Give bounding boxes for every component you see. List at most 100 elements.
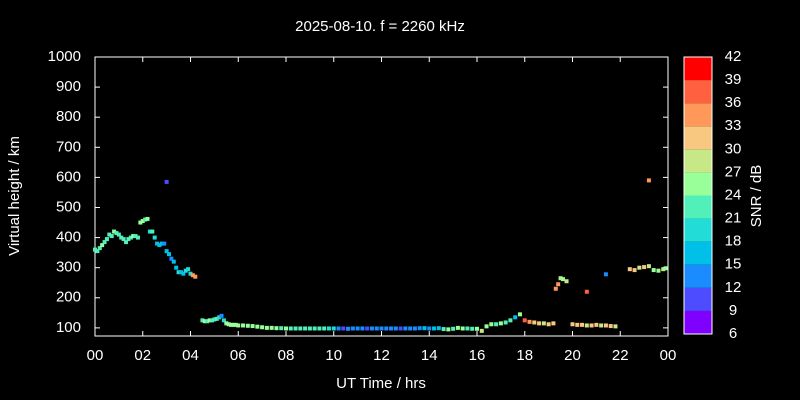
data-point: [484, 324, 489, 329]
data-point: [116, 232, 121, 237]
data-point: [202, 319, 207, 324]
x-tick-label: 04: [182, 347, 199, 364]
data-point: [183, 268, 188, 273]
colorbar-tick-label: 21: [725, 210, 742, 227]
data-point: [389, 326, 394, 331]
data-point: [140, 219, 145, 224]
colorbar-segment: [684, 264, 712, 288]
data-point: [269, 325, 274, 330]
data-point: [663, 266, 668, 271]
data-point: [422, 326, 427, 331]
data-point: [212, 317, 217, 322]
data-point: [503, 320, 508, 325]
data-point: [190, 273, 195, 278]
data-point: [164, 179, 169, 184]
colorbar-frame: [683, 56, 713, 335]
data-point: [570, 322, 575, 327]
colorbar-tick-label: 33: [725, 117, 742, 134]
data-point: [288, 326, 293, 331]
colorbar-segment: [684, 126, 712, 150]
data-point: [133, 234, 138, 239]
colorbar-tick-label: 36: [725, 94, 742, 111]
x-tick-label: 06: [230, 347, 247, 364]
data-point: [97, 246, 102, 251]
data-point: [186, 267, 191, 272]
x-tick-label: 20: [564, 347, 581, 364]
data-point: [214, 316, 219, 321]
data-point: [229, 322, 234, 327]
data-point: [250, 324, 255, 329]
data-point: [465, 326, 470, 331]
data-point: [200, 318, 205, 323]
data-point: [498, 321, 503, 326]
y-tick-label: 800: [56, 108, 81, 125]
data-point: [546, 322, 551, 327]
data-point: [580, 322, 585, 327]
data-point: [307, 326, 312, 331]
data-point: [279, 326, 284, 331]
data-point: [522, 318, 527, 323]
data-point: [336, 326, 341, 331]
data-point: [224, 321, 229, 326]
data-point: [656, 268, 661, 273]
data-point: [432, 326, 437, 331]
data-point: [95, 249, 100, 254]
data-point: [171, 259, 176, 264]
data-point: [642, 265, 647, 270]
data-point: [193, 274, 198, 279]
data-point: [231, 322, 236, 327]
data-point: [126, 237, 131, 242]
data-point: [207, 318, 212, 323]
colorbar-label: SNR / dB: [748, 165, 765, 228]
y-tick-label: 700: [56, 138, 81, 155]
data-point: [167, 252, 172, 257]
data-point: [104, 237, 109, 242]
data-point: [575, 322, 580, 327]
y-tick-label: 400: [56, 229, 81, 246]
data-point: [100, 243, 105, 248]
data-point: [205, 319, 210, 324]
data-point: [393, 326, 398, 331]
data-point: [157, 243, 162, 248]
data-point: [155, 241, 160, 246]
data-point: [135, 235, 140, 240]
data-point: [412, 326, 417, 331]
colorbar-tick-label: 15: [725, 256, 742, 273]
data-point: [255, 324, 260, 329]
colorbar-tick-label: 42: [725, 48, 742, 65]
data-point: [109, 234, 114, 239]
data-point: [494, 322, 499, 327]
data-point: [441, 327, 446, 332]
data-point: [369, 326, 374, 331]
data-point: [226, 322, 231, 327]
data-point: [221, 318, 226, 323]
data-point: [553, 286, 558, 291]
colorbar-tick-label: 9: [729, 302, 737, 319]
data-point: [124, 240, 129, 245]
data-point: [379, 326, 384, 331]
colorbar-tick-label: 30: [725, 140, 742, 157]
data-point: [143, 217, 148, 222]
data-point: [162, 241, 167, 246]
x-tick-label: 22: [612, 347, 629, 364]
data-point: [102, 240, 107, 245]
data-point: [661, 267, 666, 272]
data-point: [298, 326, 303, 331]
data-point: [584, 323, 589, 328]
data-point: [537, 321, 542, 326]
data-point: [398, 326, 403, 331]
data-point: [145, 216, 150, 221]
x-tick-label: 00: [87, 347, 104, 364]
data-point: [260, 325, 265, 330]
data-point: [451, 326, 456, 331]
data-point: [147, 229, 152, 234]
plot-frame: [94, 56, 669, 337]
data-point: [322, 326, 327, 331]
data-point: [541, 321, 546, 326]
x-tick-label: 12: [373, 347, 390, 364]
x-tick-label: 18: [516, 347, 533, 364]
data-point: [236, 323, 241, 328]
data-point: [355, 326, 360, 331]
data-point: [517, 312, 522, 317]
